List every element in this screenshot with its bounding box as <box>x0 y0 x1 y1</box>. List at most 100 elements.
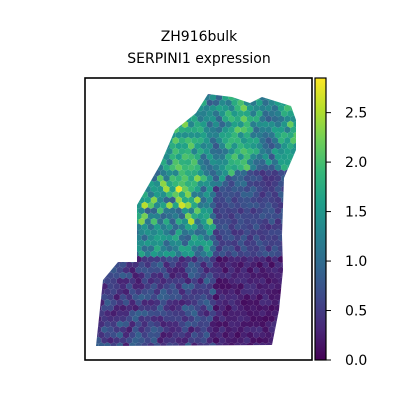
expression-spot <box>150 293 158 301</box>
expression-spot <box>172 158 179 166</box>
expression-spot <box>222 234 229 242</box>
expression-spot <box>194 315 201 323</box>
expression-spot <box>172 147 179 155</box>
expression-spot <box>197 115 204 123</box>
expression-spot <box>209 201 216 209</box>
expression-spot <box>113 272 120 280</box>
expression-spot <box>237 185 244 193</box>
expression-spot <box>110 299 117 307</box>
expression-spot <box>178 212 185 220</box>
expression-spot <box>268 207 275 215</box>
expression-spot <box>225 120 232 128</box>
expression-spot <box>250 282 257 290</box>
expression-spot <box>234 320 241 328</box>
expression-spot <box>250 153 257 161</box>
expression-spot <box>104 320 111 328</box>
expression-spot <box>216 147 223 155</box>
expression-spot <box>247 169 254 177</box>
expression-spot <box>144 261 151 269</box>
expression-spot <box>203 147 210 155</box>
expression-spot <box>138 228 145 236</box>
expression-spot <box>166 299 173 307</box>
expression-spot <box>212 228 220 236</box>
expression-spot <box>209 320 216 328</box>
expression-spot <box>129 288 136 296</box>
expression-spot <box>203 169 210 177</box>
expression-spot <box>172 137 179 145</box>
expression-spot <box>154 201 161 209</box>
expression-spot <box>157 282 164 290</box>
expression-spot <box>237 99 244 107</box>
expression-spot <box>216 180 223 188</box>
expression-spot <box>163 326 170 334</box>
expression-spot <box>219 99 226 107</box>
expression-spot <box>169 293 176 301</box>
expression-spot <box>135 320 142 328</box>
expression-spot <box>265 169 272 177</box>
expression-spot <box>157 304 164 312</box>
expression-spot <box>209 288 216 296</box>
expression-spot <box>274 228 282 236</box>
expression-spot <box>197 223 204 231</box>
colorbar <box>314 77 327 361</box>
expression-spot <box>247 223 254 231</box>
expression-spot <box>247 201 254 209</box>
expression-spot <box>116 320 123 328</box>
expression-spot <box>206 99 213 107</box>
expression-spot <box>262 185 269 193</box>
expression-spot <box>216 331 223 339</box>
expression-spot <box>247 137 254 145</box>
expression-spot <box>197 277 204 285</box>
expression-spot <box>188 218 195 226</box>
expression-spot <box>175 326 182 334</box>
expression-spot <box>126 293 133 301</box>
expression-spot <box>203 212 210 220</box>
expression-spot <box>268 326 275 334</box>
expression-spot <box>228 299 235 307</box>
expression-spot <box>175 272 182 280</box>
expression-spot <box>216 169 223 177</box>
expression-spot <box>212 261 220 269</box>
expression-spot <box>203 115 210 123</box>
expression-spot <box>231 142 238 150</box>
expression-spot <box>203 223 210 231</box>
expression-spot <box>268 174 275 182</box>
expression-spot <box>216 320 223 328</box>
expression-spot <box>274 110 282 118</box>
expression-spot <box>228 234 235 242</box>
expression-spot <box>169 304 176 312</box>
expression-spot <box>200 336 207 344</box>
expression-spot <box>141 309 148 317</box>
expression-spot <box>188 120 195 128</box>
expression-spot <box>268 218 275 226</box>
expression-spot <box>147 245 154 253</box>
expression-spot <box>222 331 229 339</box>
expression-spot <box>188 315 195 323</box>
expression-spot <box>250 293 257 301</box>
expression-spot <box>253 234 260 242</box>
expression-spot <box>185 255 192 263</box>
expression-spot <box>268 250 275 258</box>
expression-spot <box>141 245 148 253</box>
expression-spot <box>135 331 142 339</box>
expression-spot <box>259 137 266 145</box>
expression-spot <box>200 196 207 204</box>
expression-spot <box>216 126 223 134</box>
expression-spot <box>194 293 201 301</box>
expression-spot <box>123 288 130 296</box>
expression-spot <box>271 255 278 263</box>
expression-spot <box>231 250 238 258</box>
expression-spot <box>228 201 235 209</box>
expression-spot <box>219 336 226 344</box>
expression-spot <box>200 250 207 258</box>
expression-spot <box>175 164 182 172</box>
colorbar-tick-label: 2.5 <box>345 106 367 122</box>
expression-spot <box>253 277 260 285</box>
expression-spot <box>147 288 154 296</box>
expression-spot <box>250 131 257 139</box>
expression-spot <box>188 293 195 301</box>
expression-spot <box>203 126 210 134</box>
expression-spot <box>154 320 161 328</box>
expression-spot <box>163 293 170 301</box>
expression-spot <box>250 207 257 215</box>
